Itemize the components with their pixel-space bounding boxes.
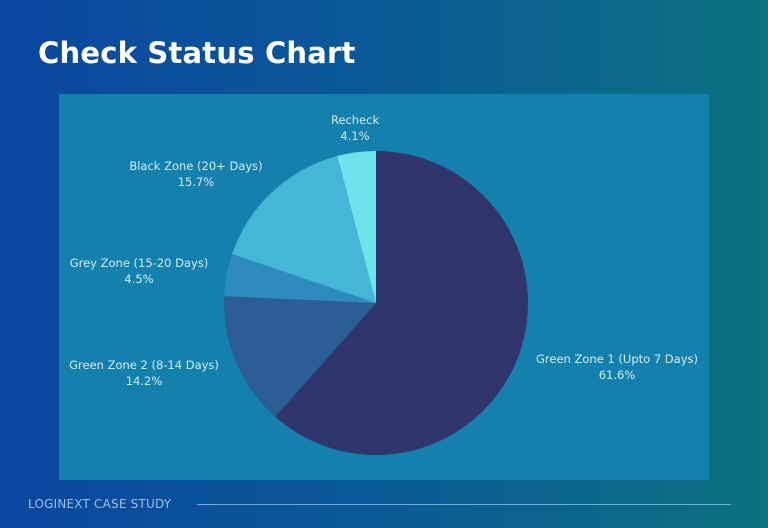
slice-black-zone <box>232 156 376 303</box>
page-title: Check Status Chart <box>38 36 356 70</box>
footer-divider <box>197 504 731 505</box>
footer-text: LOGINEXT CASE STUDY <box>28 497 172 511</box>
label-green-zone-1-pct: 61.6% <box>598 368 636 382</box>
slice-green-zone-2 <box>224 296 376 417</box>
label-black-zone-name: Black Zone (20+ Days) <box>129 159 263 173</box>
label-recheck-pct: 4.1% <box>340 129 370 143</box>
slice-grey-zone <box>224 254 376 303</box>
pie-chart <box>224 151 528 456</box>
label-green-zone-1: Green Zone 1 (Upto 7 Days) 61.6% <box>536 351 698 383</box>
label-green-zone-2-name: Green Zone 2 (8-14 Days) <box>69 358 219 372</box>
label-grey-zone-name: Grey Zone (15-20 Days) <box>69 256 209 270</box>
label-recheck: Recheck 4.1% <box>331 112 379 144</box>
label-green-zone-2: Green Zone 2 (8-14 Days) 14.2% <box>69 357 219 389</box>
label-green-zone-1-name: Green Zone 1 (Upto 7 Days) <box>536 352 698 366</box>
label-green-zone-2-pct: 14.2% <box>125 374 163 388</box>
label-recheck-name: Recheck <box>330 113 380 127</box>
label-grey-zone-pct: 4.5% <box>124 272 154 286</box>
slice-green-zone-1 <box>275 151 528 456</box>
chart-panel: Recheck 4.1% Black Zone (20+ Days) 15.7%… <box>59 94 709 480</box>
label-grey-zone: Grey Zone (15-20 Days) 4.5% <box>70 255 209 287</box>
label-black-zone: Black Zone (20+ Days) 15.7% <box>129 158 262 190</box>
slice-recheck <box>337 151 376 303</box>
label-black-zone-pct: 15.7% <box>177 175 215 189</box>
